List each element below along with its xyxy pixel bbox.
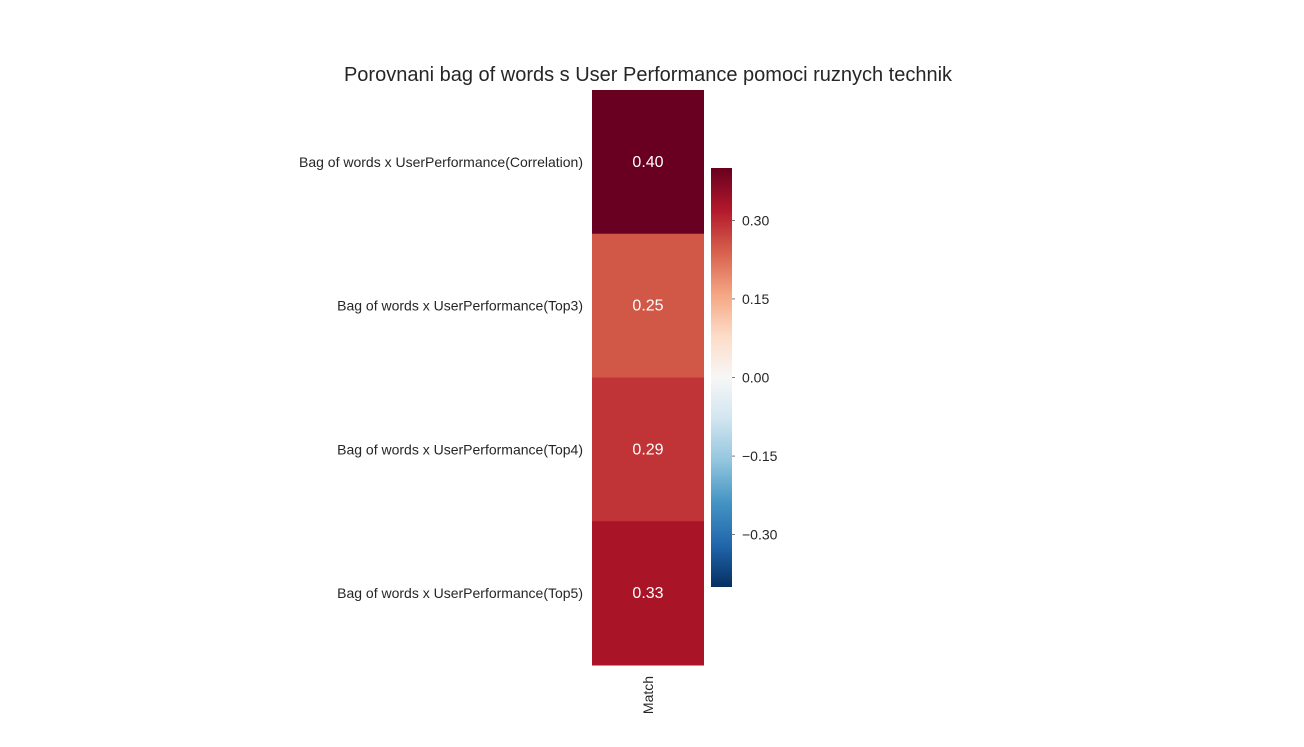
heatmap-cells: [592, 90, 704, 666]
row-label: Bag of words x UserPerformance(Top3): [337, 298, 583, 314]
chart-title: Porovnani bag of words s User Performanc…: [344, 64, 953, 86]
cell-annotations: 0.40 0.25 0.29 0.33: [632, 154, 663, 602]
colorbar-tick-label: −0.30: [742, 527, 778, 543]
heatmap-cell: [592, 90, 704, 235]
colorbar-tick-label: −0.15: [742, 448, 778, 464]
colorbar: [711, 168, 732, 587]
colorbar-ticks: 0.30 0.15 0.00 −0.15 −0.30: [732, 212, 778, 543]
row-label: Bag of words x UserPerformance(Top4): [337, 441, 583, 457]
row-label: Bag of words x UserPerformance(Top5): [337, 585, 583, 601]
heatmap-cell: [592, 233, 704, 378]
colorbar-tick-label: 0.00: [742, 370, 769, 386]
cell-annotation: 0.40: [632, 154, 663, 171]
row-labels: Bag of words x UserPerformance(Correlati…: [299, 154, 583, 601]
column-label-match: Match: [640, 676, 656, 714]
row-label: Bag of words x UserPerformance(Correlati…: [299, 154, 583, 170]
cell-annotation: 0.33: [632, 585, 663, 602]
cell-annotation: 0.25: [632, 298, 663, 315]
heatmap-cell: [592, 377, 704, 522]
heatmap-cell: [592, 521, 704, 666]
cell-annotation: 0.29: [632, 441, 663, 458]
colorbar-tick-label: 0.15: [742, 291, 769, 307]
colorbar-tick-label: 0.30: [742, 212, 769, 228]
